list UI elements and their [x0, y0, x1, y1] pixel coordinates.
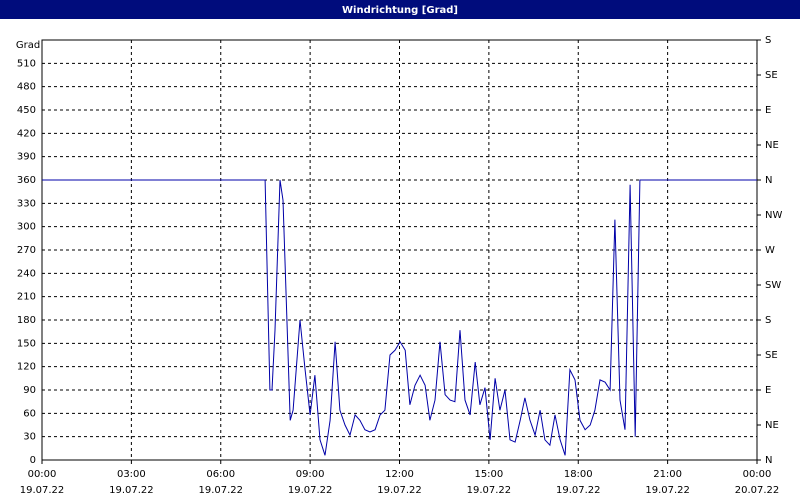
- y-tick-label: 90: [23, 385, 36, 396]
- y-tick-label: 240: [17, 268, 36, 279]
- y2-tick-label: SW: [765, 280, 781, 291]
- y-tick-label: 120: [17, 362, 36, 373]
- y-tick-label: 30: [23, 432, 36, 443]
- x-tick-label: 12:00: [385, 469, 414, 480]
- y-tick-label: 60: [23, 408, 36, 419]
- y-tick-label: 510: [17, 58, 36, 69]
- x-tick-date: 19.07.22: [467, 485, 512, 496]
- x-tick-label: 18:00: [564, 469, 593, 480]
- x-tick-label: 09:00: [296, 469, 325, 480]
- y-tick-label: 270: [17, 245, 36, 256]
- y2-tick-label: W: [765, 245, 775, 256]
- y-tick-label: 480: [17, 82, 36, 93]
- y-axis-label: Grad: [16, 40, 40, 51]
- x-tick-date: 19.07.22: [556, 485, 601, 496]
- y-tick-label: 420: [17, 128, 36, 139]
- y-tick-label: 330: [17, 198, 36, 209]
- y2-tick-label: E: [765, 385, 771, 396]
- x-tick-date: 19.07.22: [288, 485, 333, 496]
- y-tick-label: 150: [17, 338, 36, 349]
- x-tick-date: 20.07.22: [735, 485, 780, 496]
- y-tick-label: 360: [17, 175, 36, 186]
- x-tick-label: 06:00: [206, 469, 235, 480]
- y-tick-label: 300: [17, 222, 36, 233]
- x-tick-label: 00:00: [28, 469, 57, 480]
- x-tick-date: 19.07.22: [198, 485, 243, 496]
- x-tick-date: 19.07.22: [645, 485, 690, 496]
- x-tick-label: 03:00: [117, 469, 146, 480]
- y2-tick-label: S: [765, 35, 771, 46]
- data-line: [42, 179, 757, 456]
- plot-frame: [41, 39, 758, 461]
- x-tick-label: 00:00: [743, 469, 772, 480]
- y-tick-label: 390: [17, 152, 36, 163]
- y-tick-label: 210: [17, 292, 36, 303]
- y2-tick-label: NE: [765, 140, 779, 151]
- y2-tick-label: NW: [765, 210, 782, 221]
- y2-tick-label: SE: [765, 70, 778, 81]
- x-tick-label: 15:00: [474, 469, 503, 480]
- y-tick-label: 450: [17, 105, 36, 116]
- y2-tick-label: SE: [765, 350, 778, 361]
- x-tick-date: 19.07.22: [109, 485, 154, 496]
- y2-tick-label: N: [765, 455, 772, 466]
- y-tick-label: 180: [17, 315, 36, 326]
- y2-tick-label: NE: [765, 420, 779, 431]
- y2-tick-label: S: [765, 315, 771, 326]
- y-tick-label: 0: [30, 455, 36, 466]
- chart-title: Windrichtung [Grad]: [342, 5, 458, 16]
- x-tick-label: 21:00: [653, 469, 682, 480]
- y2-tick-label: E: [765, 105, 771, 116]
- y2-tick-label: N: [765, 175, 772, 186]
- x-tick-date: 19.07.22: [20, 485, 65, 496]
- title-bar: [0, 0, 800, 19]
- x-tick-date: 19.07.22: [377, 485, 422, 496]
